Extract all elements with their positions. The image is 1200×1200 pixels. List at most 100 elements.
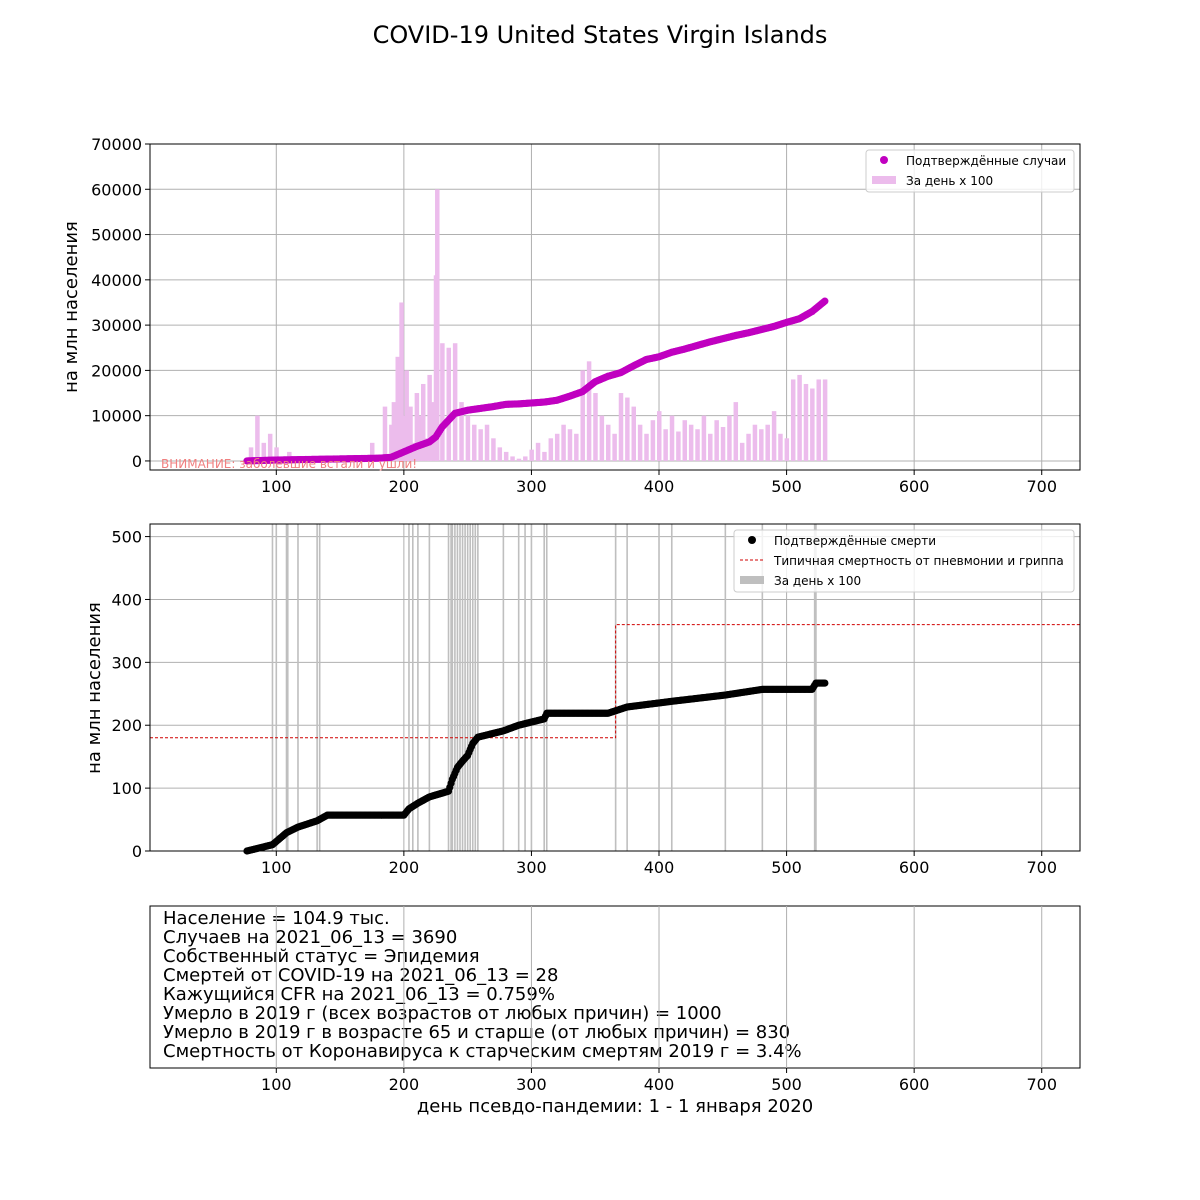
cases-daily-bar [650, 420, 656, 461]
cases-daily-bar [739, 442, 745, 461]
x-axis-label: день псевдо-пандемии: 1 - 1 января 2020 [417, 1096, 813, 1117]
cases-daily-bar [612, 433, 617, 461]
cases-daily-bar [701, 415, 707, 461]
deaths-daily-bar [459, 524, 461, 851]
deaths-y-ticks: 0 100 200 300 400 500 [111, 528, 150, 861]
deaths-panel: 100 200 300 400 500 600 700 0 100 200 300 400 500 н… [84, 523, 1081, 877]
cases-daily-bar [414, 393, 420, 461]
cases-legend: Подтверждённые случаи За день x 100 [865, 149, 1075, 193]
cases-daily-bar [510, 456, 515, 461]
cases-daily-bar [516, 458, 522, 461]
cases-daily-bar [784, 438, 790, 461]
cases-y-tick-label: 60000 [91, 180, 142, 199]
cases-daily-bar [561, 424, 566, 461]
deaths-daily-bar [417, 524, 419, 851]
deaths-daily-bar [316, 524, 318, 851]
deaths-daily-bar [471, 524, 474, 851]
chart-title: COVID-19 United States Virgin Islands [373, 21, 828, 49]
info-x-ticks: 100 200 300 400 500 600 700 [261, 906, 1057, 1094]
cases-daily-bar [548, 438, 554, 461]
cases-daily-bar [695, 429, 700, 461]
cases-daily-bar [816, 379, 821, 461]
deaths-daily-bar [285, 524, 288, 851]
deaths-legend-label-0: Подтверждённые смерти [774, 534, 936, 548]
cases-daily-bar [429, 402, 435, 461]
cases-daily-bar [424, 438, 430, 461]
deaths-daily-bar [530, 524, 533, 851]
cases-daily-bar [688, 424, 694, 461]
cases-daily-bar [529, 449, 534, 461]
deaths-y-tick-label: 0 [132, 842, 142, 861]
info-x-tick-label: 500 [771, 1075, 802, 1094]
cases-daily-bar [765, 424, 770, 461]
deaths-daily-bar [451, 524, 454, 851]
info-line: Смертность от Коронавируса к старческим … [163, 1041, 802, 1062]
cases-grid: 100 200 300 400 500 600 700 [150, 143, 1080, 496]
deaths-legend-box [733, 529, 1075, 593]
cases-daily-bar [714, 420, 719, 461]
cases-daily-bar [465, 415, 471, 461]
deaths-legend-label-1: Типичная смертность от пневмонии и грипп… [773, 554, 1064, 568]
deaths-y-tick-label: 500 [111, 528, 142, 547]
cases-y-tick-label: 0 [132, 452, 142, 471]
deaths-y-tick-label: 400 [111, 590, 142, 609]
info-panel: Население = 104.9 тыс.Случаев на 2021_06… [149, 905, 1081, 1117]
deaths-daily-bar [477, 524, 479, 851]
cases-x-tick-label: 500 [771, 477, 802, 496]
deaths-point [821, 679, 829, 687]
cases-daily-bar [440, 343, 445, 461]
cases-daily-bar [267, 433, 273, 461]
deaths-daily-bar [411, 524, 414, 851]
deaths-legend-bar-swatch [740, 576, 764, 584]
cases-daily-bar [746, 433, 751, 461]
deaths-daily-bar [450, 524, 452, 851]
cases-panel: 100 200 300 400 500 600 700 0 10000 20000 30000 40… [61, 135, 1081, 496]
cases-daily-bar [625, 397, 630, 461]
flu-mortality-polyline [150, 624, 1080, 739]
cases-daily-bar [567, 429, 573, 461]
info-x-tick-label: 600 [899, 1075, 930, 1094]
deaths-points [243, 679, 829, 855]
deaths-x-tick-label: 100 [261, 858, 292, 877]
cases-daily-bar [391, 402, 397, 461]
cases-daily-bar [478, 429, 483, 461]
cases-daily-bar [401, 415, 407, 461]
deaths-ylabel: на млн населения [84, 602, 105, 774]
cases-x-tick-label: 100 [261, 477, 292, 496]
cases-daily-bar [255, 415, 260, 461]
deaths-legend-marker [748, 536, 756, 544]
cases-daily-bar [822, 379, 828, 461]
cases-daily-bar [580, 370, 585, 461]
cases-daily-bar [599, 415, 605, 461]
cases-daily-bar [676, 431, 681, 461]
cases-x-tick-label: 300 [516, 477, 547, 496]
cases-daily-bar [404, 370, 409, 461]
deaths-daily-bar [545, 524, 548, 851]
info-x-tick-label: 300 [516, 1075, 547, 1094]
deaths-daily-bar [271, 524, 274, 851]
deaths-daily-bar [474, 524, 477, 851]
deaths-daily-bar [626, 524, 628, 851]
cases-daily-bar [369, 442, 375, 461]
cases-daily-bar [497, 447, 503, 461]
cases-daily-bar [618, 393, 624, 461]
cases-daily-bar [708, 433, 713, 461]
cases-y-ticks: 0 10000 20000 30000 40000 50000 60000 70000 [91, 135, 150, 471]
cases-daily-bar [790, 379, 796, 461]
cases-daily-bar [752, 424, 758, 461]
cases-daily-bar [382, 406, 388, 461]
deaths-daily-bar [286, 524, 289, 851]
deaths-daily-bar [502, 524, 505, 851]
cases-daily-bar [274, 447, 279, 461]
cases-daily-bar [797, 374, 802, 461]
cases-daily-bar [412, 442, 417, 461]
deaths-x-tick-label: 300 [516, 858, 547, 877]
deaths-daily-bar [724, 524, 727, 851]
cases-point [821, 297, 829, 305]
cases-daily-bar [452, 343, 458, 461]
cases-daily-bar [248, 447, 254, 461]
cases-daily-bar [574, 433, 579, 461]
cases-daily-bar [523, 456, 528, 461]
deaths-daily-bar [454, 524, 456, 851]
cases-daily-bar [759, 429, 764, 461]
